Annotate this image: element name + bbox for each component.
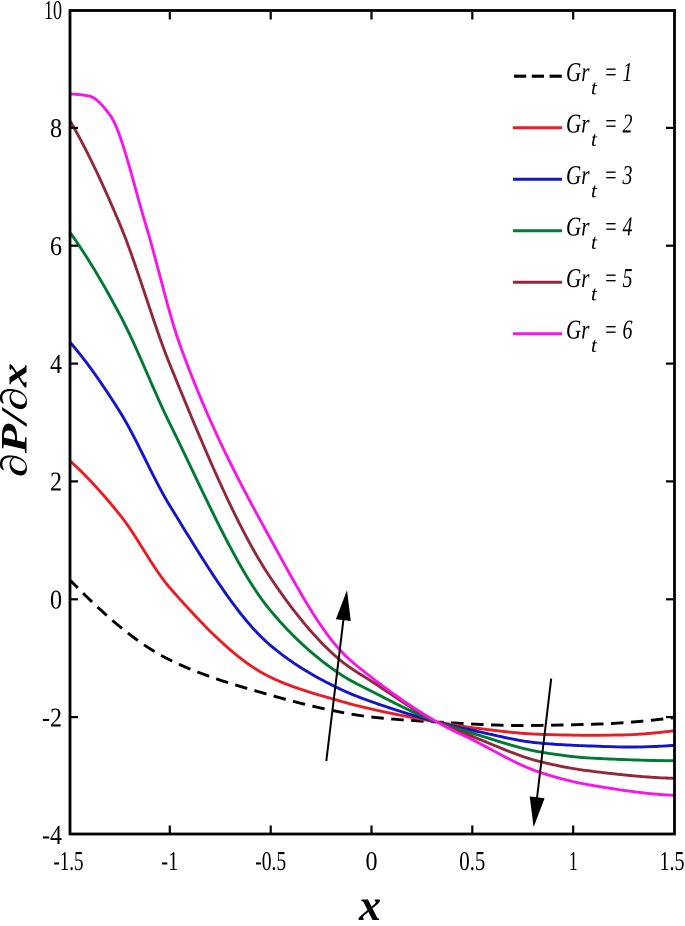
- svg-text:0.5: 0.5: [459, 846, 485, 876]
- svg-text:8: 8: [50, 113, 62, 143]
- svg-text:Gr: Gr: [566, 160, 590, 190]
- svg-text:t: t: [591, 75, 598, 99]
- svg-text:Gr: Gr: [566, 212, 590, 242]
- svg-text:1: 1: [569, 846, 578, 876]
- svg-text:6: 6: [50, 231, 62, 261]
- svg-text:Gr: Gr: [566, 57, 590, 87]
- svg-text:= 4: = 4: [604, 212, 633, 242]
- svg-text:4: 4: [50, 349, 62, 379]
- svg-text:2: 2: [50, 467, 62, 497]
- svg-text:= 5: = 5: [604, 263, 633, 293]
- svg-text:1.5: 1.5: [660, 846, 685, 876]
- svg-text:t: t: [591, 178, 598, 202]
- svg-text:0: 0: [366, 846, 378, 876]
- svg-text:= 1: = 1: [604, 57, 633, 87]
- svg-text:-0.5: -0.5: [255, 846, 286, 876]
- svg-text:= 2: = 2: [604, 109, 633, 139]
- svg-text:Gr: Gr: [566, 315, 590, 345]
- svg-text:= 3: = 3: [604, 160, 633, 190]
- svg-text:x: x: [358, 881, 381, 921]
- svg-text:t: t: [591, 333, 598, 357]
- svg-text:10: 10: [44, 0, 62, 25]
- svg-text:0: 0: [50, 585, 62, 615]
- svg-text:= 6: = 6: [604, 315, 633, 345]
- svg-text:Gr: Gr: [566, 263, 590, 293]
- svg-text:t: t: [591, 230, 598, 254]
- svg-text:-1.5: -1.5: [54, 846, 84, 876]
- svg-text:t: t: [591, 127, 598, 151]
- svg-text:-1: -1: [161, 846, 178, 876]
- svg-text:∂P/∂x: ∂P/∂x: [0, 363, 36, 477]
- svg-text:-4: -4: [42, 820, 62, 850]
- svg-text:Gr: Gr: [566, 109, 590, 139]
- svg-text:t: t: [591, 281, 598, 305]
- svg-text:-2: -2: [42, 702, 62, 732]
